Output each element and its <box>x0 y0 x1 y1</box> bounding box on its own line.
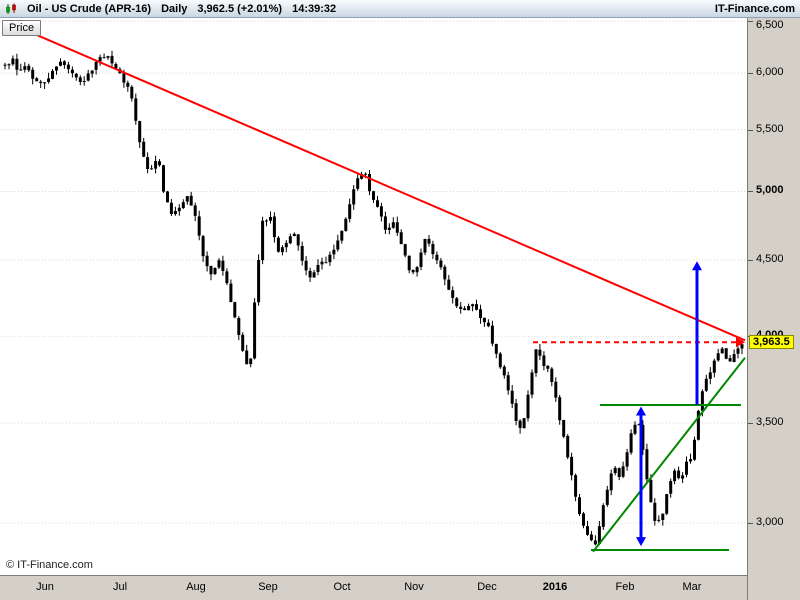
instrument-title: Oil - US Crude (APR-16) <box>27 2 152 15</box>
x-axis-label: Nov <box>404 581 424 593</box>
y-axis-label: 5,500 <box>756 122 784 135</box>
quote-time: 14:39:32 <box>292 2 337 15</box>
price-tab-button[interactable]: Price <box>2 20 42 36</box>
time-axis: Jun Jul Aug Sep Oct Nov Dec 2016 Feb Mar <box>0 575 747 600</box>
measure-arrowhead-bottom <box>636 537 646 547</box>
y-axis-tick <box>748 259 753 261</box>
resistance-arrowhead <box>736 337 745 348</box>
y-axis-tick <box>748 129 753 131</box>
timeframe-label: Daily <box>161 2 188 15</box>
chart-canvas[interactable] <box>0 18 747 575</box>
brand-label: IT-Finance.com <box>714 2 795 15</box>
x-axis-label: Mar <box>682 581 702 593</box>
y-axis-label: 6,000 <box>756 66 784 79</box>
title-bar: Oil - US Crude (APR-16) Daily 3,962.5 (+… <box>0 0 800 18</box>
y-axis-tick <box>748 73 753 75</box>
last-quote: 3,962.5 (+2.01%) <box>197 2 283 15</box>
chart-plot-area[interactable]: Price © IT-Finance.com <box>0 18 747 575</box>
x-axis-label: Oct <box>333 581 351 593</box>
app-icon <box>5 3 17 15</box>
y-axis-tick <box>748 523 753 524</box>
watermark: © IT-Finance.com <box>6 559 93 571</box>
projection-arrowhead <box>692 261 702 271</box>
x-axis-label: Aug <box>186 581 206 593</box>
x-axis-label: Sep <box>258 581 278 593</box>
measure-arrowhead-top <box>636 406 646 416</box>
y-axis-tick <box>748 191 753 193</box>
x-axis-label: Feb <box>615 581 635 593</box>
x-axis-label: Dec <box>477 581 497 593</box>
y-axis-label: 4,500 <box>756 252 784 265</box>
y-axis-label: 6,500 <box>756 19 784 31</box>
y-axis-tick <box>748 422 753 424</box>
x-axis-label: Jun <box>36 581 54 593</box>
downtrend-line[interactable] <box>24 28 746 342</box>
x-axis-label: 2016 <box>542 581 568 593</box>
price-axis: 6,5006,0005,5005,0004,5004,0003,5003,000… <box>747 18 800 600</box>
y-axis-tick <box>748 21 753 23</box>
last-price-tag: 3,963.5 <box>749 335 794 350</box>
candle-wicks <box>4 50 743 546</box>
y-axis-label: 3,000 <box>756 516 784 528</box>
y-axis-label: 3,500 <box>756 415 784 428</box>
y-axis-label: 5,000 <box>756 184 784 197</box>
x-axis-label: Jul <box>112 581 128 593</box>
uptrend-line[interactable] <box>592 357 746 553</box>
